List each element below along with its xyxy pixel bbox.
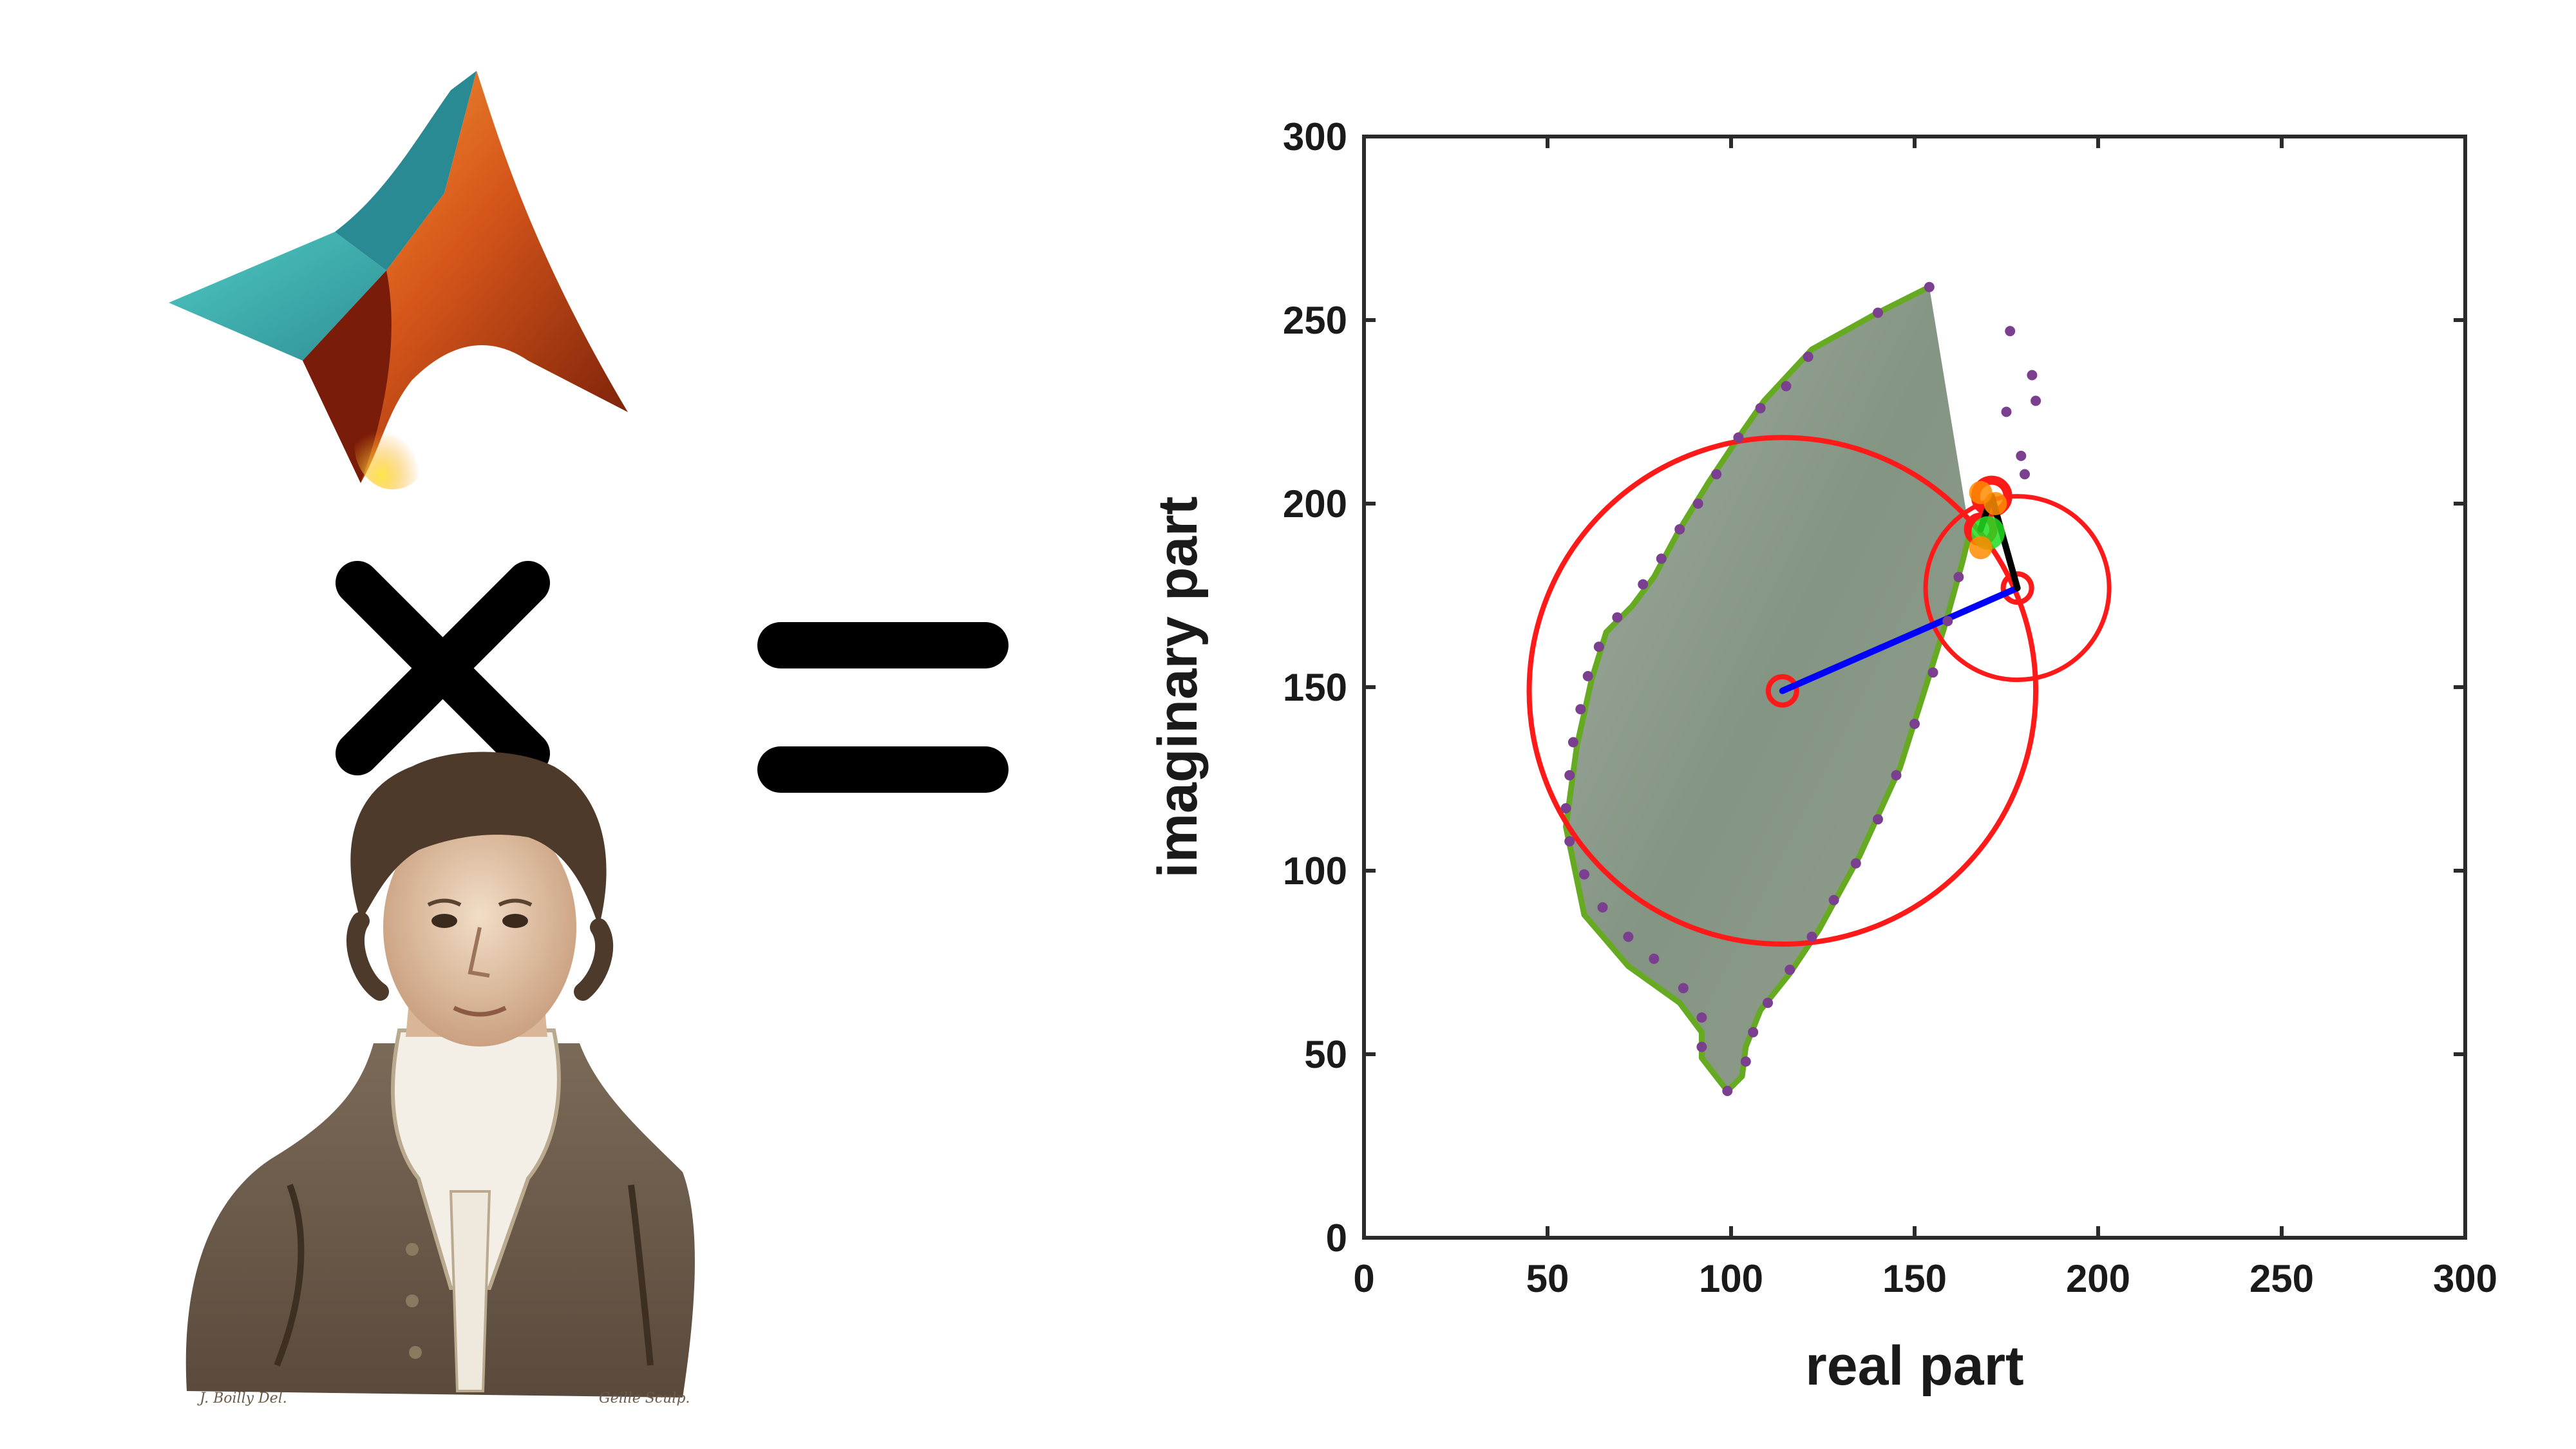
epicycle-circle	[1923, 494, 2112, 683]
x-tick-label: 100	[1699, 1257, 1763, 1300]
x-tick-label: 50	[1526, 1257, 1569, 1300]
x-tick-label: 300	[2433, 1257, 2497, 1300]
sample-point	[1564, 836, 1575, 847]
sample-point	[2016, 450, 2027, 461]
sample-point	[1638, 579, 1649, 590]
sample-point	[2020, 469, 2030, 480]
sample-point	[1781, 381, 1792, 392]
sample-point	[1711, 469, 1722, 480]
y-tick-label: 150	[1283, 666, 1347, 709]
sample-point	[2005, 326, 2016, 337]
sample-point	[1623, 931, 1634, 942]
sample-point	[1612, 612, 1623, 623]
sample-point	[1927, 667, 1938, 678]
sample-point	[1806, 931, 1817, 942]
sample-point	[1656, 553, 1667, 564]
times-sign-icon	[336, 561, 550, 775]
sample-point	[1560, 803, 1571, 814]
sample-point	[1575, 704, 1586, 715]
tip-marker	[1969, 536, 1993, 560]
epicycle-circle	[1526, 435, 2039, 947]
matlab-logo-icon	[169, 71, 628, 489]
portrait-credit-left: J. Boilly Del.	[197, 1390, 287, 1406]
sample-point	[1873, 307, 1883, 318]
sample-point	[1873, 814, 1883, 825]
sample-point	[1803, 352, 1814, 362]
y-tick-label: 300	[1283, 115, 1347, 158]
sample-point	[1692, 498, 1703, 509]
sample-point	[1649, 953, 1660, 964]
sample-point	[1696, 1041, 1707, 1052]
sample-point	[1678, 983, 1689, 994]
sample-point	[1674, 524, 1685, 535]
sample-point	[1909, 719, 1920, 729]
sample-point	[1740, 1056, 1751, 1067]
sample-point	[1850, 858, 1861, 869]
x-axis-label: real part	[1805, 1335, 2023, 1397]
sample-point	[1733, 432, 1744, 443]
sample-point	[2027, 370, 2038, 381]
sample-point	[1942, 616, 1953, 627]
sample-point	[1748, 1027, 1759, 1037]
sample-point	[1891, 770, 1902, 781]
sample-point	[1763, 998, 1773, 1009]
epicycle-center-marker	[1765, 674, 1799, 708]
sample-point	[1722, 1086, 1733, 1096]
portrait-credit-right: Geille Sculp.	[599, 1390, 690, 1406]
sample-point	[2001, 406, 2012, 417]
y-axis-label: imaginary part	[1147, 497, 1209, 878]
sample-point	[1924, 281, 1935, 292]
x-tick-label: 150	[1882, 1257, 1947, 1300]
y-tick-label: 250	[1283, 299, 1347, 342]
sample-point	[1785, 964, 1795, 975]
sample-point	[1579, 869, 1589, 880]
epicycle-center-marker	[2000, 571, 2034, 605]
tip-marker	[1969, 480, 1993, 504]
sample-point	[1828, 895, 1839, 905]
equals-sign-icon	[757, 622, 1009, 793]
sample-point	[1696, 1012, 1707, 1023]
sample-point	[1564, 770, 1575, 781]
x-tick-label: 250	[2249, 1257, 2314, 1300]
sample-point	[1755, 402, 1766, 413]
y-tick-label: 0	[1326, 1217, 1347, 1260]
fourier-epicycle-chart: 0 50 100 150 200 250 300 0 50 100 150 200 250 300 rea…	[1147, 115, 2497, 1397]
x-tick-label: 200	[2066, 1257, 2130, 1300]
sample-point	[1593, 641, 1604, 652]
sample-point	[1567, 737, 1578, 748]
sample-point	[1597, 902, 1608, 913]
y-tick-label: 100	[1283, 849, 1347, 893]
sample-point	[2031, 395, 2041, 406]
sample-point	[1582, 670, 1593, 681]
y-tick-label: 200	[1283, 482, 1347, 526]
y-tick-label: 50	[1304, 1033, 1347, 1076]
sample-point	[1953, 572, 1964, 582]
x-tick-label: 0	[1353, 1257, 1374, 1300]
epicycle-arm	[1779, 585, 2021, 694]
fourier-portrait-icon	[185, 752, 695, 1397]
